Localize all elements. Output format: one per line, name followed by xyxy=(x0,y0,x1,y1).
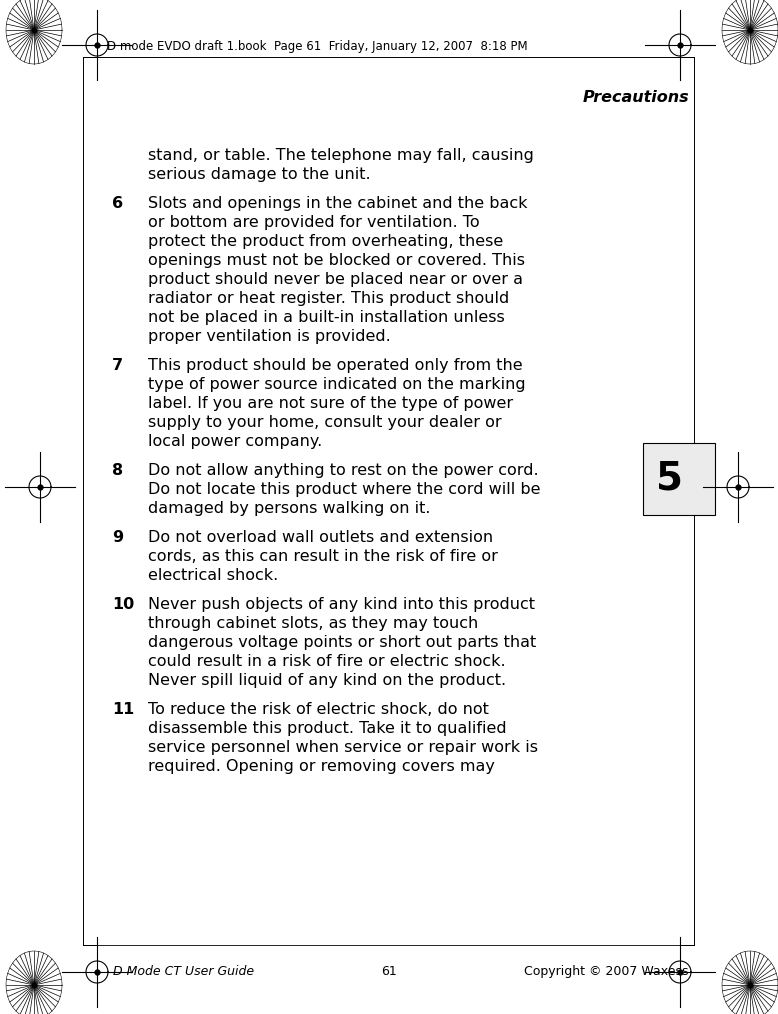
Text: not be placed in a built-in installation unless: not be placed in a built-in installation… xyxy=(148,310,505,325)
Text: D Mode CT User Guide: D Mode CT User Guide xyxy=(113,965,254,977)
Text: This product should be operated only from the: This product should be operated only fro… xyxy=(148,358,523,373)
Text: label. If you are not sure of the type of power: label. If you are not sure of the type o… xyxy=(148,396,513,411)
Text: supply to your home, consult your dealer or: supply to your home, consult your dealer… xyxy=(148,415,502,430)
Text: 7: 7 xyxy=(112,358,123,373)
Text: 61: 61 xyxy=(381,965,397,977)
Text: D mode EVDO draft 1.book  Page 61  Friday, January 12, 2007  8:18 PM: D mode EVDO draft 1.book Page 61 Friday,… xyxy=(107,40,527,53)
Text: 10: 10 xyxy=(112,597,135,612)
Text: To reduce the risk of electric shock, do not: To reduce the risk of electric shock, do… xyxy=(148,702,489,717)
Text: Do not overload wall outlets and extension: Do not overload wall outlets and extensi… xyxy=(148,530,493,545)
Text: Precautions: Precautions xyxy=(583,89,689,104)
Text: dangerous voltage points or short out parts that: dangerous voltage points or short out pa… xyxy=(148,635,536,650)
Bar xyxy=(643,443,715,515)
Text: disassemble this product. Take it to qualified: disassemble this product. Take it to qua… xyxy=(148,721,506,736)
Text: Never push objects of any kind into this product: Never push objects of any kind into this… xyxy=(148,597,535,612)
Text: proper ventilation is provided.: proper ventilation is provided. xyxy=(148,329,391,344)
Text: required. Opening or removing covers may: required. Opening or removing covers may xyxy=(148,759,495,774)
Text: serious damage to the unit.: serious damage to the unit. xyxy=(148,167,370,182)
Text: could result in a risk of fire or electric shock.: could result in a risk of fire or electr… xyxy=(148,654,506,669)
Text: 8: 8 xyxy=(112,463,123,478)
Text: local power company.: local power company. xyxy=(148,434,322,449)
Text: cords, as this can result in the risk of fire or: cords, as this can result in the risk of… xyxy=(148,549,498,564)
Text: service personnel when service or repair work is: service personnel when service or repair… xyxy=(148,740,538,755)
Text: Never spill liquid of any kind on the product.: Never spill liquid of any kind on the pr… xyxy=(148,673,506,689)
Text: 11: 11 xyxy=(112,702,135,717)
Text: 5: 5 xyxy=(657,460,684,498)
Text: stand, or table. The telephone may fall, causing: stand, or table. The telephone may fall,… xyxy=(148,148,534,163)
Text: product should never be placed near or over a: product should never be placed near or o… xyxy=(148,272,523,287)
Text: electrical shock.: electrical shock. xyxy=(148,568,279,583)
Text: Do not allow anything to rest on the power cord.: Do not allow anything to rest on the pow… xyxy=(148,463,538,478)
Text: 6: 6 xyxy=(112,196,123,211)
Text: protect the product from overheating, these: protect the product from overheating, th… xyxy=(148,234,503,249)
Text: type of power source indicated on the marking: type of power source indicated on the ma… xyxy=(148,377,526,392)
Text: or bottom are provided for ventilation. To: or bottom are provided for ventilation. … xyxy=(148,215,479,230)
Text: 9: 9 xyxy=(112,530,123,545)
Text: damaged by persons walking on it.: damaged by persons walking on it. xyxy=(148,501,430,516)
Text: Slots and openings in the cabinet and the back: Slots and openings in the cabinet and th… xyxy=(148,196,527,211)
Text: Do not locate this product where the cord will be: Do not locate this product where the cor… xyxy=(148,482,541,497)
Text: through cabinet slots, as they may touch: through cabinet slots, as they may touch xyxy=(148,615,478,631)
Text: openings must not be blocked or covered. This: openings must not be blocked or covered.… xyxy=(148,254,525,268)
Text: Copyright © 2007 Waxess: Copyright © 2007 Waxess xyxy=(524,965,689,977)
Text: radiator or heat register. This product should: radiator or heat register. This product … xyxy=(148,291,510,306)
